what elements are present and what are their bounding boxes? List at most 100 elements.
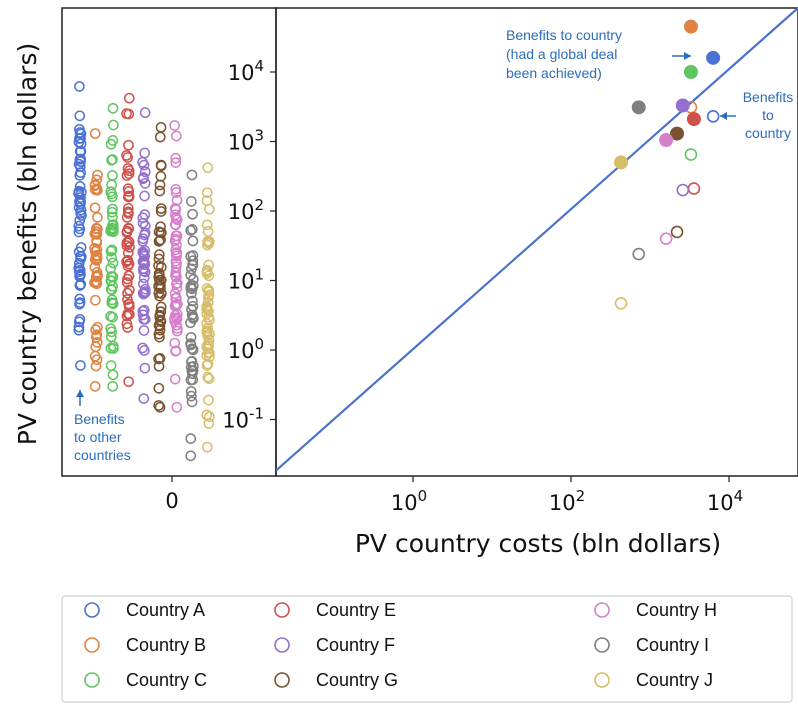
left-point-country-g [155, 121, 167, 133]
diagonal-line [275, 7, 798, 472]
left-point-country-j [202, 371, 214, 383]
left-point-country-c [107, 369, 119, 381]
left-point-country-a [74, 81, 85, 92]
y-tick-label: 102 [228, 196, 264, 224]
legend-marker-country-g [274, 672, 290, 688]
legend-marker-country-e [274, 602, 290, 618]
left-point-country-b [90, 294, 101, 306]
left-point-country-a [76, 186, 87, 198]
left-panel: 10-1 100 101 102 103 104 0 [61, 7, 277, 513]
left-point-country-j [202, 358, 214, 370]
left-point-country-j [201, 318, 213, 329]
left-point-country-j [202, 236, 213, 247]
left-point-country-a [73, 324, 85, 336]
left-point-country-i [188, 360, 199, 372]
left-panel-points [73, 81, 215, 462]
left-point-country-c [106, 275, 117, 287]
left-point-country-f [137, 235, 149, 247]
left-point-country-d [123, 298, 134, 310]
left-point-country-b [89, 277, 100, 288]
left-point-country-g [154, 353, 166, 364]
left-point-country-c [106, 252, 117, 263]
left-point-country-j [201, 266, 213, 277]
left-point-country-d [123, 186, 135, 197]
left-point-country-d [123, 222, 134, 234]
left-point-country-j [203, 373, 215, 385]
global-benefit-point-country-b [683, 19, 698, 34]
legend-label-country-j: Country J [636, 670, 713, 690]
left-point-country-a [76, 210, 87, 221]
left-point-country-f [137, 217, 149, 229]
left-point-country-h [170, 157, 182, 168]
legend-marker-country-j [594, 672, 610, 688]
left-point-country-c [106, 179, 118, 191]
left-point-country-a [74, 110, 86, 122]
left-point-country-g [153, 280, 164, 292]
left-point-country-g [153, 382, 165, 394]
left-point-country-a [74, 127, 86, 138]
y-tick-label: 101 [228, 266, 264, 294]
y-tick-label: 104 [228, 57, 264, 85]
left-point-country-h [171, 313, 183, 325]
left-point-country-d [122, 273, 133, 285]
left-point-country-j [202, 162, 214, 174]
global-benefit-point-country-g [670, 126, 685, 141]
left-point-country-g [154, 131, 166, 143]
left-point-country-d [123, 236, 134, 247]
left-point-country-j [203, 418, 215, 429]
left-point-country-h [170, 152, 182, 164]
left-point-country-h [171, 278, 182, 290]
left-point-country-i [185, 331, 197, 343]
global-benefit-point-country-c [683, 65, 698, 79]
legend-marker-country-c [84, 672, 100, 688]
right-panel-x-ticks: 100 102 104 [391, 476, 743, 515]
left-point-country-i [187, 235, 199, 247]
left-point-country-d [123, 376, 134, 388]
legend-label-country-e: Country E [316, 600, 396, 620]
legend-label-country-b: Country B [126, 635, 206, 655]
y-tick-label: 10-1 [222, 405, 264, 433]
left-point-country-j [204, 351, 215, 363]
left-point-country-h [169, 337, 181, 349]
left-point-country-a [75, 268, 86, 280]
own-benefit-point-country-f [676, 183, 690, 197]
left-point-country-i [185, 339, 197, 351]
left-point-country-b [89, 253, 101, 265]
left-point-country-j [204, 203, 215, 215]
global-benefit-point-country-j [614, 155, 629, 170]
left-point-country-a [74, 297, 86, 308]
left-point-country-c [108, 119, 119, 131]
legend-marker-country-i [594, 637, 610, 653]
left-point-country-j [201, 187, 213, 198]
left-point-country-i [187, 208, 198, 220]
annotation-arrow-benefits-global-head [684, 52, 691, 60]
left-point-country-g [153, 400, 165, 411]
left-point-country-f [139, 220, 151, 232]
left-point-country-b [92, 169, 103, 181]
left-point-country-j [201, 283, 213, 294]
left-point-country-c [107, 257, 119, 269]
left-point-country-i [187, 259, 198, 271]
left-point-country-d [124, 241, 135, 253]
left-point-country-a [74, 181, 86, 192]
left-point-country-i [185, 390, 197, 402]
left-point-country-d [123, 191, 135, 203]
left-point-country-c [106, 154, 117, 166]
left-point-country-c [106, 326, 117, 338]
legend-marker-country-h [594, 602, 610, 618]
left-point-country-d [122, 152, 134, 163]
left-point-country-h [171, 271, 182, 283]
left-panel-y-ticks: 10-1 100 101 102 103 104 [222, 57, 276, 433]
left-point-country-d [122, 247, 134, 259]
left-point-country-b [91, 223, 102, 235]
left-point-country-f [137, 173, 149, 185]
left-point-country-b [91, 331, 102, 343]
left-point-country-i [185, 433, 197, 444]
legend-marker-country-f [274, 637, 290, 653]
global-benefit-point-country-a [706, 50, 721, 65]
left-point-country-d [123, 165, 135, 177]
left-point-country-i [186, 169, 198, 181]
left-point-country-i [187, 295, 198, 307]
global-benefit-point-country-i [631, 100, 646, 115]
x-tick-label: 102 [549, 487, 585, 515]
